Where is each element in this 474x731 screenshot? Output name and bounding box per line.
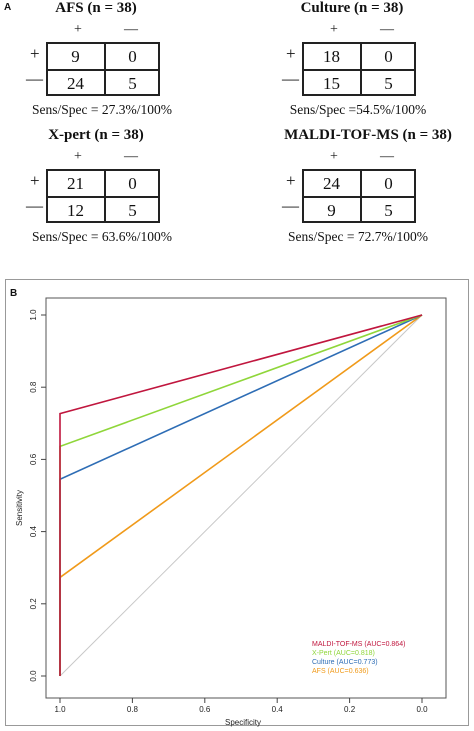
panel-b-label: B [10,288,18,299]
plot-area-border [45,297,447,699]
cell-tn: 5 [128,201,137,220]
x-tick-label: 0.8 [127,705,139,714]
cell-fp: 0 [128,174,137,193]
cell-fp: 0 [384,174,393,193]
cell-tn: 5 [384,74,393,93]
culture-table: Culture (n = 38) + — + — 18 0 15 5 Sens/… [262,0,442,120]
col-minus-label: — [124,22,138,37]
row-minus-label: — [282,69,299,88]
cell-fp: 0 [384,47,393,66]
x-tick-label: 1.0 [54,705,66,714]
y-tick-label: 0.0 [29,670,38,682]
x-tick-label: 0.4 [272,705,284,714]
panel-a-label: A [4,2,12,13]
col-minus-label: — [124,149,138,164]
sens-spec-text: Sens/Spec = 27.3%/100% [32,102,172,117]
row-minus-label: — [282,196,299,215]
sens-spec-text: Sens/Spec = 63.6%/100% [32,229,172,244]
row-plus-label: + [286,171,296,190]
y-tick-label: 1.0 [29,309,38,321]
x-tick-label: 0.6 [199,705,211,714]
row-plus-label: + [30,44,40,63]
sens-spec-text: Sens/Spec = 72.7%/100% [288,229,428,244]
cell-tp: 24 [323,174,340,193]
y-tick-label: 0.4 [29,525,38,537]
y-tick-label: 0.8 [29,381,38,393]
col-plus-label: + [74,149,82,164]
maldi-tof-ms-table: MALDI-TOF-MS (n = 38) + — + — 24 0 9 5 S… [262,127,452,247]
roc-curve [59,314,423,676]
cell-tn: 5 [128,74,137,93]
row-plus-label: + [30,171,40,190]
col-plus-label: + [330,149,338,164]
col-minus-label: — [380,22,394,37]
contingency-grid: 18 0 15 5 [302,42,416,96]
row-minus-label: — [26,196,43,215]
cell-tp: 21 [67,174,84,193]
legend-entry: Culture (AUC=0.773) [312,659,378,666]
col-minus-label: — [380,149,394,164]
legend-entry: AFS (AUC=0.636) [312,668,369,675]
roc-panel [5,279,469,726]
y-tick-label: 0.2 [29,598,38,610]
cell-tn: 5 [384,201,393,220]
reference-diagonal [59,314,423,677]
sens-spec-text: Sens/Spec =54.5%/100% [289,102,427,117]
table-title: Culture (n = 38) [300,0,404,16]
x-axis-label: Specificity [225,718,261,727]
cell-fn: 24 [67,74,84,93]
col-plus-label: + [74,22,82,37]
contingency-grid: 21 0 12 5 [46,169,160,223]
table-title: X-pert (n = 38) [48,127,144,143]
legend-entry: X-Pert (AUC=0.818) [312,650,375,657]
cell-fn: 12 [67,201,84,220]
cell-tp: 18 [323,47,340,66]
afs-table: AFS (n = 38) + — + — 9 0 24 5 Sens/Spec … [6,0,186,120]
contingency-grid: 9 0 24 5 [46,42,160,96]
legend-entry: MALDI-TOF-MS (AUC=0.864) [312,641,405,648]
col-plus-label: + [330,22,338,37]
xpert-table: X-pert (n = 38) + — + — 21 0 12 5 Sens/S… [6,127,186,247]
contingency-grid: 24 0 9 5 [302,169,416,223]
y-tick-label: 0.6 [29,453,38,465]
x-tick-label: 0.2 [344,705,356,714]
table-title: MALDI-TOF-MS (n = 38) [284,127,452,143]
cell-fn: 9 [327,201,336,220]
cell-tp: 9 [71,47,80,66]
cell-fp: 0 [128,47,137,66]
y-axis-label: Sensitivity [15,490,24,526]
row-plus-label: + [286,44,296,63]
table-title: AFS (n = 38) [55,0,137,16]
cell-fn: 15 [323,74,340,93]
row-minus-label: — [26,69,43,88]
x-tick-label: 0.0 [416,705,428,714]
